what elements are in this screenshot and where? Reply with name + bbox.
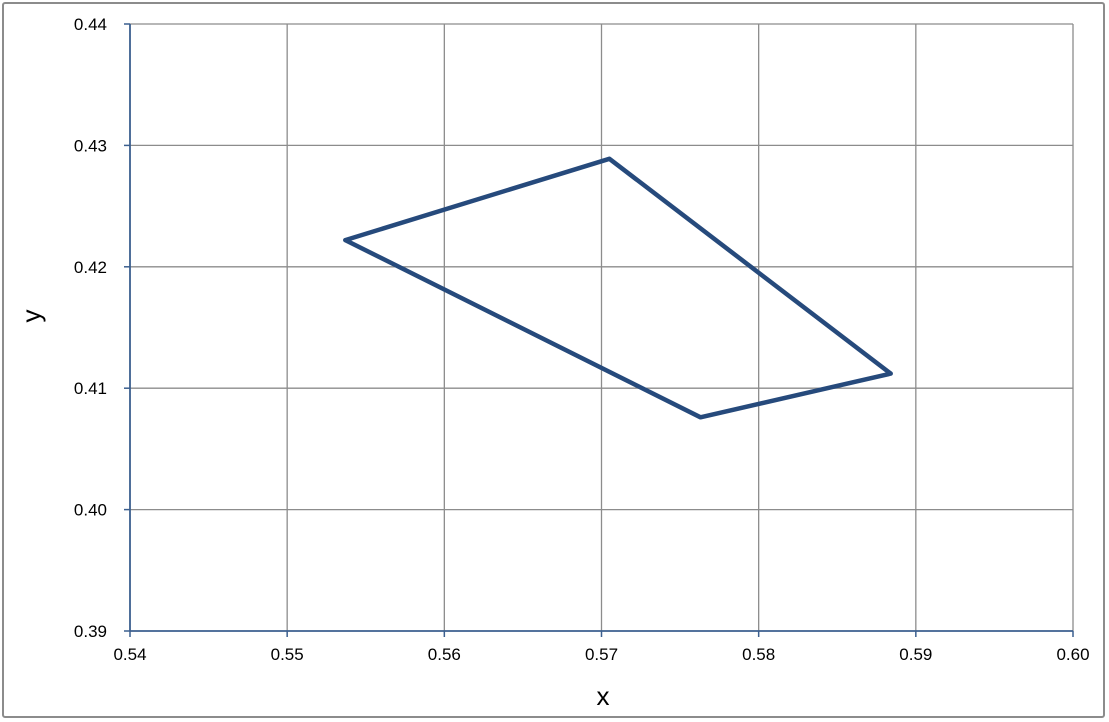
y-axis-label: y [16, 310, 46, 323]
x-tick-label: 0.54 [113, 645, 146, 664]
x-tick-label: 0.57 [585, 645, 618, 664]
y-tick-label: 0.40 [74, 501, 107, 520]
y-tick-label: 0.42 [74, 258, 107, 277]
x-axis-label: x [597, 681, 610, 711]
y-tick-labels: 0.39 0.40 0.41 0.42 0.43 0.44 [74, 15, 107, 641]
series-line-0 [343, 156, 893, 420]
gridlines [130, 23, 1074, 631]
x-tick-label: 0.55 [271, 645, 304, 664]
y-tick-label: 0.44 [74, 15, 107, 34]
y-tick-label: 0.41 [74, 379, 107, 398]
y-tick-label: 0.39 [74, 622, 107, 641]
y-tick-label: 0.43 [74, 136, 107, 155]
x-tick-label: 0.60 [1056, 645, 1089, 664]
axes [124, 23, 1074, 637]
x-tick-label: 0.59 [899, 645, 932, 664]
series [343, 156, 893, 420]
x-tick-label: 0.58 [742, 645, 775, 664]
x-tick-label: 0.56 [428, 645, 461, 664]
x-tick-labels: 0.54 0.55 0.56 0.57 0.58 0.59 0.60 [113, 645, 1089, 664]
